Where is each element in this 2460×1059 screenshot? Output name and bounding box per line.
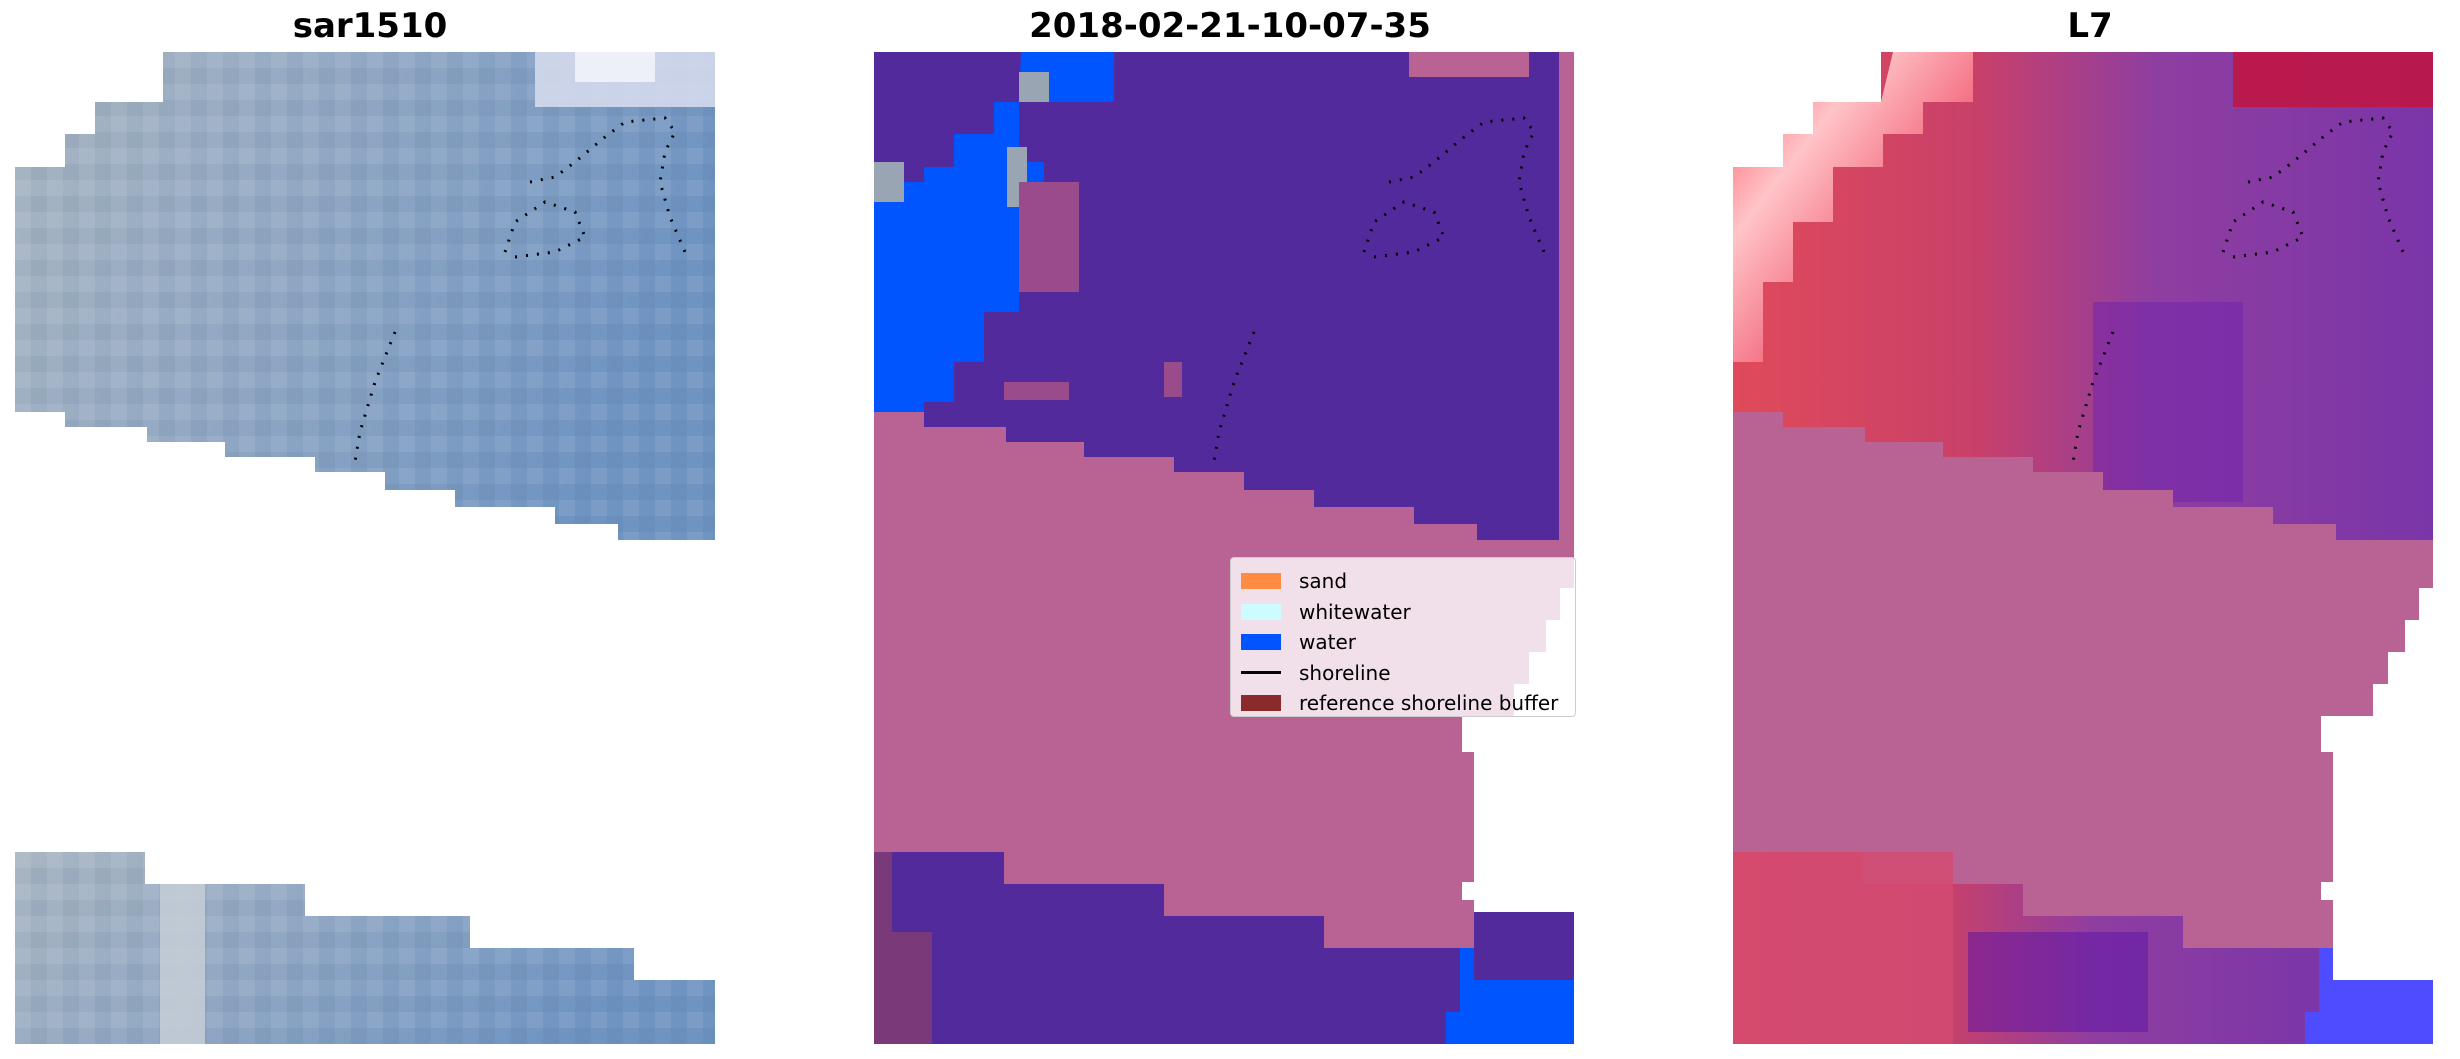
l7-buffer-region	[1733, 412, 2433, 948]
classified-image	[874, 52, 1574, 1044]
legend-item-buffer: reference shoreline buffer	[1241, 688, 1565, 719]
l7-shoreline	[2247, 116, 2405, 253]
panel-title-rgb: sar1510	[292, 6, 448, 46]
legend-item-water: water	[1241, 627, 1565, 658]
legend-swatch-whitewater	[1241, 603, 1281, 620]
legend-label: reference shoreline buffer	[1299, 691, 1559, 716]
legend-line-shoreline	[1241, 671, 1281, 675]
legend-label: water	[1299, 630, 1356, 655]
legend-item-sand: sand	[1241, 566, 1565, 597]
legend-label: sand	[1299, 569, 1348, 594]
panel-title-mndwi: L7	[2067, 6, 2113, 46]
rgb-shoreline	[529, 116, 687, 253]
legend-swatch-buffer	[1241, 695, 1281, 712]
panel-title-classified: 2018-02-21-10-07-35	[1029, 6, 1431, 46]
l7-image	[1733, 52, 2433, 1044]
rgb-image	[15, 52, 715, 1044]
l7-image-panel	[1733, 52, 2433, 1044]
legend-label: whitewater	[1299, 599, 1411, 624]
classified-buffer-region	[874, 52, 1574, 948]
classified-shoreline	[1388, 116, 1546, 253]
rgb-image-panel	[15, 52, 715, 1044]
legend-item-whitewater: whitewater	[1241, 597, 1565, 628]
classified-image-panel	[874, 52, 1574, 1044]
classified-water-bottomright	[1446, 948, 1574, 1044]
legend-label: shoreline	[1299, 660, 1391, 685]
legend: sand whitewater water shoreline referenc…	[1230, 557, 1576, 717]
legend-swatch-sand	[1241, 573, 1281, 590]
legend-swatch-water	[1241, 634, 1281, 651]
classified-water-topleft	[874, 52, 1114, 412]
legend-item-shoreline: shoreline	[1241, 658, 1565, 689]
